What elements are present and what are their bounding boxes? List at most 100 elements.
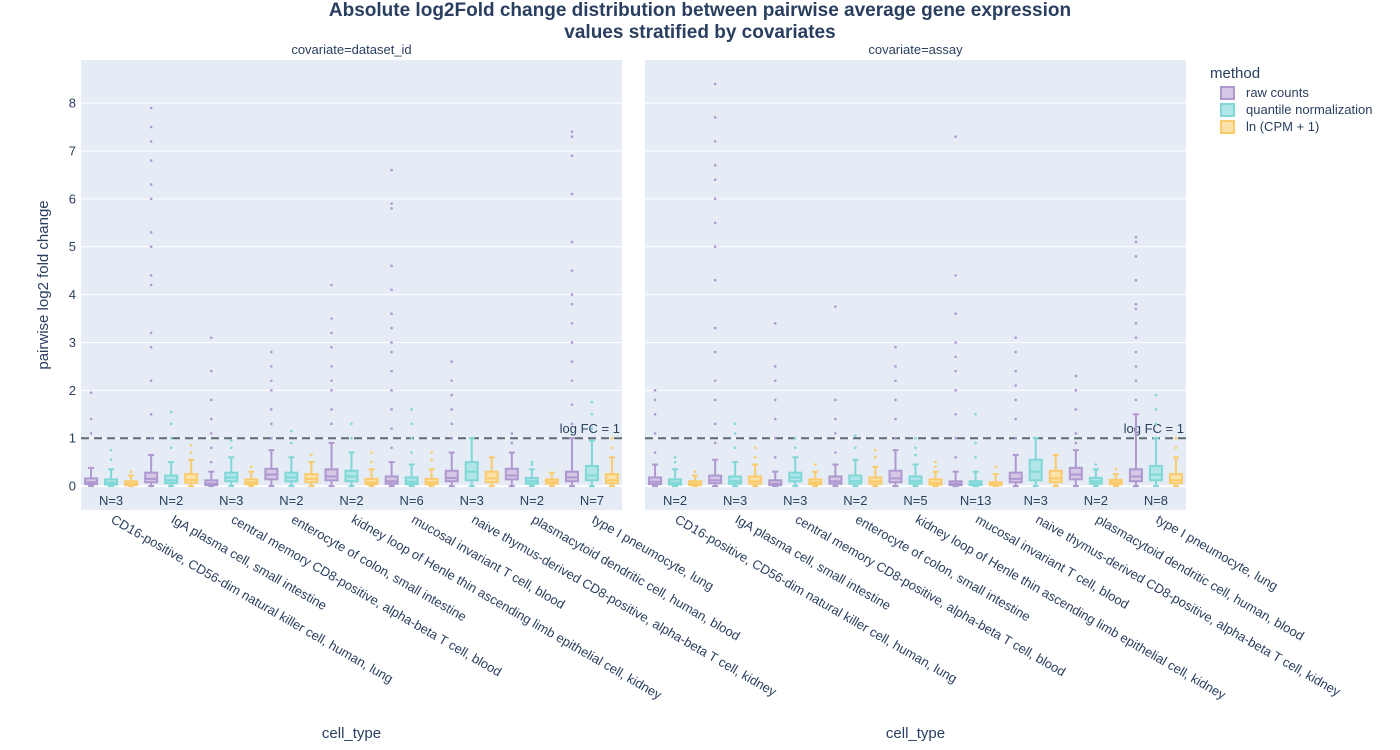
- outlier-point: [1134, 350, 1138, 354]
- outlier-point: [209, 398, 213, 402]
- outlier-point: [713, 140, 717, 143]
- chart-title-line: Absolute log2Fold change distribution be…: [329, 0, 1071, 21]
- outlier-point: [390, 326, 393, 330]
- outlier-point: [653, 412, 657, 416]
- outlier-point: [169, 436, 173, 440]
- outlier-point: [590, 400, 594, 404]
- box-iqr: [1168, 473, 1183, 485]
- outlier-point: [793, 436, 797, 440]
- outlier-point: [330, 317, 333, 320]
- outlier-point: [290, 441, 293, 445]
- outlier-point: [733, 446, 737, 450]
- legend-item[interactable]: ln (CPM + 1): [1220, 119, 1319, 134]
- sample-count-label: N=13: [960, 493, 991, 508]
- legend-item[interactable]: raw counts: [1220, 85, 1309, 100]
- outlier-point: [653, 432, 657, 435]
- sample-count-label: N=2: [663, 493, 687, 508]
- outlier-point: [713, 82, 717, 86]
- outlier-point: [653, 398, 657, 402]
- outlier-point: [370, 451, 373, 454]
- outlier-point: [570, 321, 574, 325]
- outlier-point: [149, 245, 153, 249]
- legend-title: method: [1210, 65, 1260, 82]
- outlier-point: [610, 436, 614, 440]
- outlier-point: [1014, 350, 1018, 354]
- outlier-point: [149, 183, 153, 186]
- outlier-point: [149, 283, 153, 287]
- outlier-point: [390, 446, 393, 450]
- sample-count-label: N=7: [580, 493, 604, 508]
- outlier-point: [1014, 436, 1018, 440]
- outlier-point: [330, 365, 333, 368]
- outlier-point: [229, 439, 233, 442]
- outlier-point: [954, 274, 957, 277]
- outlier-point: [410, 422, 413, 426]
- box-iqr: [1148, 464, 1163, 482]
- outlier-point: [894, 345, 897, 349]
- outlier-point: [149, 331, 153, 335]
- outlier-point: [974, 412, 977, 416]
- outlier-point: [1134, 240, 1138, 244]
- outlier-point: [1014, 398, 1018, 402]
- outlier-point: [874, 456, 877, 459]
- outlier-point: [270, 350, 273, 354]
- outlier-point: [390, 202, 393, 205]
- outlier-point: [954, 389, 957, 392]
- outlier-point: [974, 456, 977, 459]
- sample-count-label: N=2: [279, 493, 303, 508]
- outlier-point: [430, 458, 433, 462]
- outlier-point: [1114, 468, 1118, 471]
- outlier-point: [1094, 463, 1098, 466]
- outlier-point: [1014, 384, 1018, 387]
- outlier-point: [914, 453, 917, 457]
- outlier-point: [270, 422, 273, 426]
- outlier-point: [713, 326, 717, 330]
- outlier-point: [410, 436, 413, 440]
- legend-swatch: [1220, 103, 1235, 117]
- box-iqr: [908, 475, 923, 485]
- outlier-point: [693, 470, 697, 474]
- outlier-point: [753, 456, 757, 459]
- box-iqr: [324, 468, 339, 482]
- x-tick-label: central memory CD8-positive, alpha-beta …: [229, 512, 505, 680]
- outlier-point: [753, 446, 757, 450]
- outlier-point: [994, 465, 997, 469]
- outlier-point: [1154, 408, 1158, 411]
- sample-count-label: N=3: [723, 493, 747, 508]
- outlier-point: [129, 470, 133, 474]
- outlier-point: [390, 207, 393, 210]
- legend-item[interactable]: quantile normalization: [1220, 102, 1372, 117]
- outlier-point: [954, 312, 957, 316]
- outlier-point: [310, 453, 313, 457]
- outlier-point: [410, 408, 413, 411]
- outlier-point: [390, 288, 393, 292]
- outlier-point: [450, 379, 454, 383]
- outlier-point: [570, 269, 574, 272]
- outlier-point: [510, 441, 514, 445]
- box-iqr: [604, 473, 619, 485]
- outlier-point: [390, 427, 393, 430]
- sample-count-label: N=5: [903, 493, 927, 508]
- outlier-point: [894, 379, 897, 383]
- outlier-point: [570, 130, 574, 134]
- box-iqr: [444, 469, 459, 483]
- outlier-point: [570, 379, 574, 383]
- outlier-point: [209, 417, 213, 421]
- outlier-point: [914, 436, 917, 440]
- legend[interactable]: method raw counts quantile normalization ln…: [1210, 65, 1372, 134]
- reference-line-label: log FC = 1: [560, 421, 620, 436]
- outlier-point: [450, 422, 454, 426]
- outlier-point: [590, 427, 594, 430]
- outlier-point: [1154, 422, 1158, 426]
- outlier-point: [109, 458, 113, 462]
- box-iqr: [1128, 468, 1143, 483]
- box-iqr: [184, 473, 199, 484]
- outlier-point: [209, 336, 213, 339]
- outlier-point: [290, 429, 293, 433]
- outlier-point: [390, 312, 393, 316]
- legend-swatch: [1220, 86, 1235, 100]
- outlier-point: [189, 451, 193, 454]
- outlier-point: [330, 408, 333, 411]
- outlier-point: [390, 341, 393, 344]
